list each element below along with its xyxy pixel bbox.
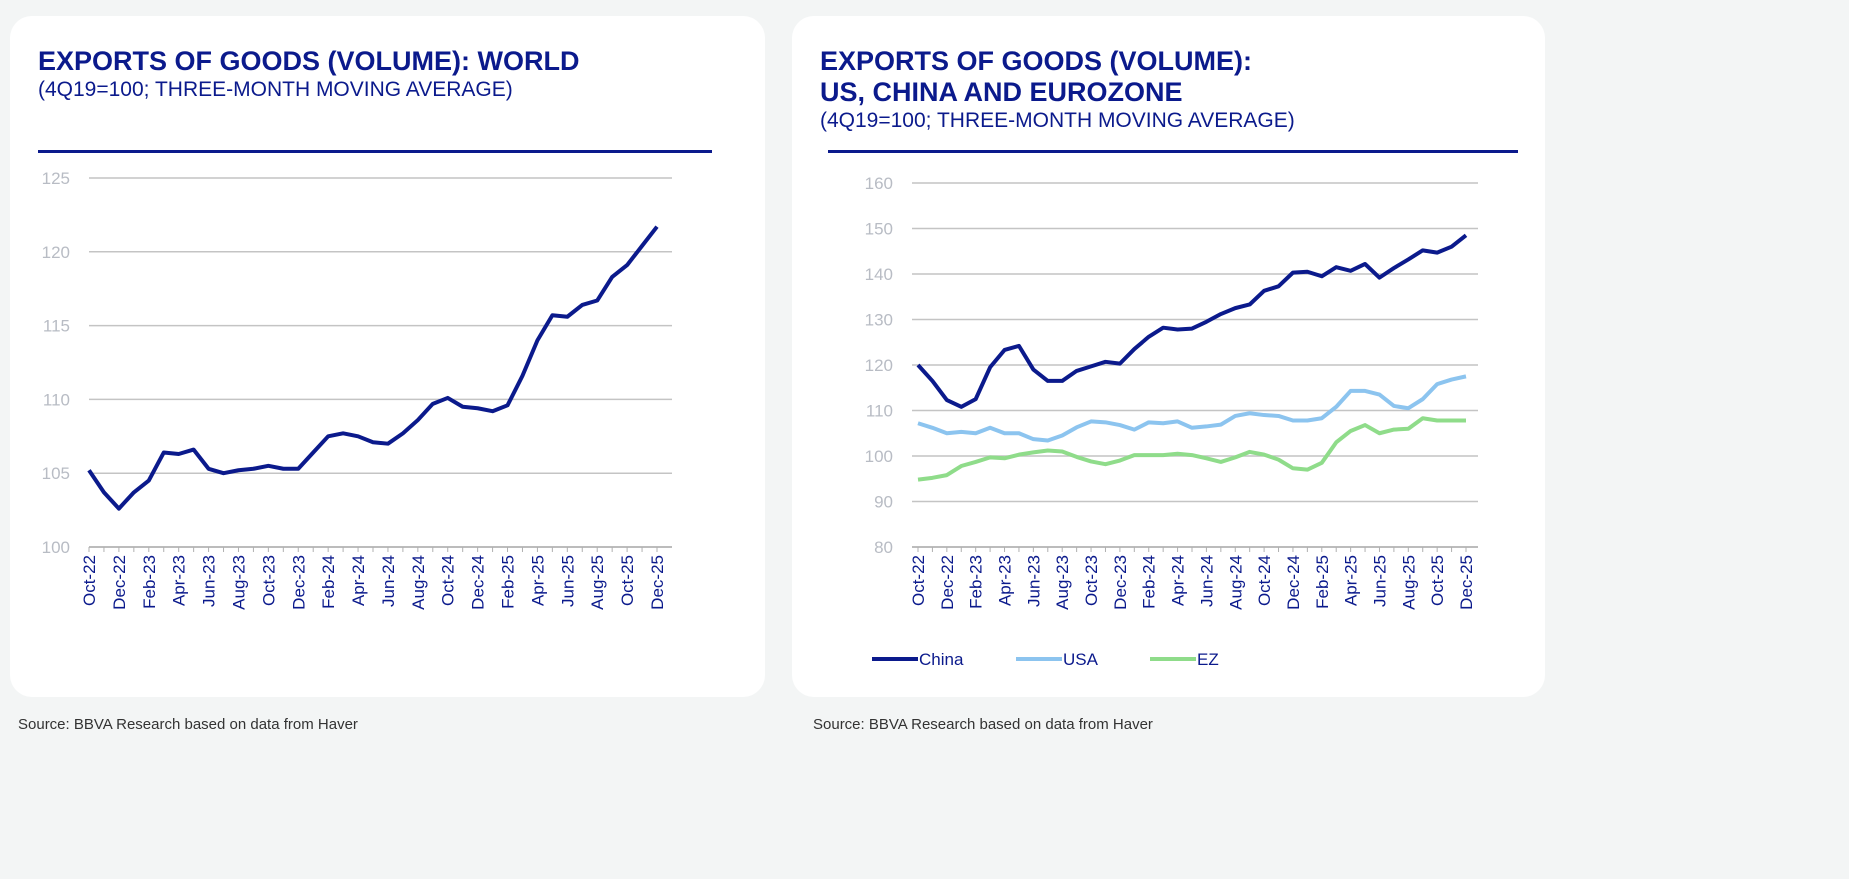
x-tick-label: Feb-23 <box>967 555 986 609</box>
y-tick-label: 110 <box>43 390 70 409</box>
x-tick-label: Feb-23 <box>140 555 159 609</box>
x-tick-label: Dec-24 <box>1284 555 1303 610</box>
x-tick-label: Aug-25 <box>1399 555 1418 610</box>
y-tick-label: 160 <box>865 174 893 193</box>
x-tick-label: Jun-24 <box>1197 555 1216 607</box>
x-tick-label: Feb-24 <box>1140 555 1159 609</box>
x-tick-label: Aug-23 <box>229 555 248 610</box>
legend-label-usa: USA <box>1063 650 1099 669</box>
x-tick-label: Apr-25 <box>528 555 547 606</box>
x-tick-label: Oct-23 <box>1082 555 1101 606</box>
x-tick-label: Aug-24 <box>409 555 428 610</box>
world-exports-chart-card: EXPORTS OF GOODS (VOLUME): WORLD (4Q19=1… <box>10 16 765 697</box>
title-line-2: US, CHINA AND EUROZONE <box>820 77 1183 107</box>
x-tick-label: Jun-24 <box>379 555 398 607</box>
x-tick-label: Dec-22 <box>110 555 129 610</box>
title-rule <box>38 150 712 153</box>
x-tick-label: Jun-25 <box>1370 555 1389 607</box>
source-note: Source: BBVA Research based on data from… <box>18 716 358 733</box>
chart-title: EXPORTS OF GOODS (VOLUME): WORLD (4Q19=1… <box>38 46 580 103</box>
y-tick-label: 80 <box>874 538 893 557</box>
x-tick-label: Jun-23 <box>200 555 219 607</box>
legend-label-china: China <box>919 650 964 669</box>
x-tick-label: Aug-23 <box>1053 555 1072 610</box>
x-tick-label: Dec-22 <box>938 555 957 610</box>
x-tick-label: Feb-25 <box>499 555 518 609</box>
x-tick-label: Feb-24 <box>319 555 338 609</box>
x-tick-label: Oct-24 <box>439 555 458 606</box>
x-tick-label: Oct-22 <box>80 555 99 606</box>
x-tick-label: Dec-25 <box>648 555 667 610</box>
x-tick-label: Oct-23 <box>259 555 278 606</box>
y-tick-label: 100 <box>865 447 893 466</box>
x-tick-label: Aug-24 <box>1226 555 1245 610</box>
x-tick-label: Dec-23 <box>289 555 308 610</box>
title-rule <box>828 150 1518 153</box>
x-tick-label: Jun-25 <box>558 555 577 607</box>
source-note: Source: BBVA Research based on data from… <box>813 716 1153 733</box>
x-tick-label: Feb-25 <box>1313 555 1332 609</box>
chart-subtitle: (4Q19=100; THREE-MONTH MOVING AVERAGE) <box>38 78 513 101</box>
x-tick-label: Dec-25 <box>1457 555 1476 610</box>
x-tick-label: Apr-24 <box>1169 555 1188 606</box>
x-tick-label: Apr-24 <box>349 555 368 606</box>
x-tick-label: Oct-24 <box>1255 555 1274 606</box>
y-tick-label: 125 <box>42 169 70 188</box>
x-tick-label: Aug-25 <box>588 555 607 610</box>
legend-label-ez: EZ <box>1197 650 1219 669</box>
y-tick-label: 120 <box>865 356 893 375</box>
x-tick-label: Jun-23 <box>1024 555 1043 607</box>
y-tick-label: 100 <box>42 538 70 557</box>
y-tick-label: 120 <box>42 243 70 262</box>
x-tick-label: Oct-25 <box>618 555 637 606</box>
title-text: EXPORTS OF GOODS (VOLUME): WORLD <box>38 46 580 76</box>
y-tick-label: 150 <box>865 220 893 239</box>
x-tick-label: Apr-25 <box>1342 555 1361 606</box>
us-china-ez-exports-chart-card: EXPORTS OF GOODS (VOLUME): US, CHINA AND… <box>792 16 1545 697</box>
y-tick-label: 115 <box>43 317 70 336</box>
x-tick-label: Apr-23 <box>170 555 189 606</box>
series-line-ez <box>917 416 1466 482</box>
x-tick-label: Dec-24 <box>469 555 488 610</box>
chart-subtitle: (4Q19=100; THREE-MONTH MOVING AVERAGE) <box>820 109 1295 132</box>
chart-title: EXPORTS OF GOODS (VOLUME): US, CHINA AND… <box>820 46 1295 134</box>
y-tick-label: 90 <box>874 493 893 512</box>
x-tick-label: Oct-22 <box>909 555 928 606</box>
series-line-china <box>916 233 1468 409</box>
x-tick-label: Oct-25 <box>1428 555 1447 606</box>
title-line-1: EXPORTS OF GOODS (VOLUME): <box>820 46 1253 76</box>
series-line-usa <box>917 374 1467 443</box>
series-line-world <box>87 225 659 511</box>
y-tick-label: 140 <box>865 265 893 284</box>
x-tick-label: Apr-23 <box>996 555 1015 606</box>
y-tick-label: 105 <box>42 464 70 483</box>
x-tick-label: Dec-23 <box>1111 555 1130 610</box>
y-tick-label: 130 <box>865 311 893 330</box>
y-tick-label: 110 <box>866 402 893 421</box>
